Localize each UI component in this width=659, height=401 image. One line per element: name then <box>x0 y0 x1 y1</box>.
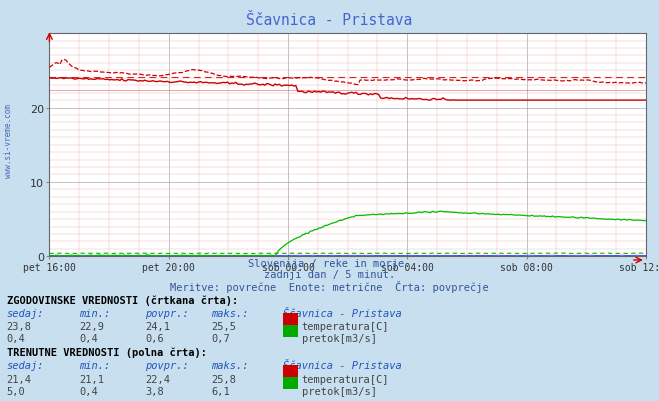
Text: Ščavnica - Pristava: Ščavnica - Pristava <box>283 308 402 318</box>
Text: maks.:: maks.: <box>211 360 248 370</box>
Text: temperatura[C]: temperatura[C] <box>302 374 389 384</box>
Text: temperatura[C]: temperatura[C] <box>302 322 389 332</box>
Text: povpr.:: povpr.: <box>145 308 188 318</box>
Text: Ščavnica - Pristava: Ščavnica - Pristava <box>246 13 413 28</box>
Text: 0,6: 0,6 <box>145 334 163 344</box>
Text: www.si-vreme.com: www.si-vreme.com <box>4 103 13 177</box>
Text: 21,4: 21,4 <box>7 374 32 384</box>
Text: 25,8: 25,8 <box>211 374 236 384</box>
Text: pretok[m3/s]: pretok[m3/s] <box>302 386 377 396</box>
Text: zadnji dan / 5 minut.: zadnji dan / 5 minut. <box>264 269 395 279</box>
Text: Ščavnica - Pristava: Ščavnica - Pristava <box>283 360 402 370</box>
Text: 22,9: 22,9 <box>79 322 104 332</box>
Text: 0,4: 0,4 <box>79 386 98 396</box>
Text: 22,4: 22,4 <box>145 374 170 384</box>
Text: 5,0: 5,0 <box>7 386 25 396</box>
Text: min.:: min.: <box>79 360 110 370</box>
Text: povpr.:: povpr.: <box>145 360 188 370</box>
Text: sedaj:: sedaj: <box>7 308 44 318</box>
Text: 6,1: 6,1 <box>211 386 229 396</box>
Text: 23,8: 23,8 <box>7 322 32 332</box>
Text: 25,5: 25,5 <box>211 322 236 332</box>
Text: 24,1: 24,1 <box>145 322 170 332</box>
Text: min.:: min.: <box>79 308 110 318</box>
Text: Meritve: povrečne  Enote: metrične  Črta: povprečje: Meritve: povrečne Enote: metrične Črta: … <box>170 280 489 292</box>
Text: pretok[m3/s]: pretok[m3/s] <box>302 334 377 344</box>
Text: Slovenija / reke in morje.: Slovenija / reke in morje. <box>248 259 411 269</box>
Text: sedaj:: sedaj: <box>7 360 44 370</box>
Text: ZGODOVINSKE VREDNOSTI (črtkana črta):: ZGODOVINSKE VREDNOSTI (črtkana črta): <box>7 295 238 305</box>
Text: TRENUTNE VREDNOSTI (polna črta):: TRENUTNE VREDNOSTI (polna črta): <box>7 347 206 357</box>
Text: 0,7: 0,7 <box>211 334 229 344</box>
Text: 3,8: 3,8 <box>145 386 163 396</box>
Text: 21,1: 21,1 <box>79 374 104 384</box>
Text: 0,4: 0,4 <box>79 334 98 344</box>
Text: maks.:: maks.: <box>211 308 248 318</box>
Text: 0,4: 0,4 <box>7 334 25 344</box>
